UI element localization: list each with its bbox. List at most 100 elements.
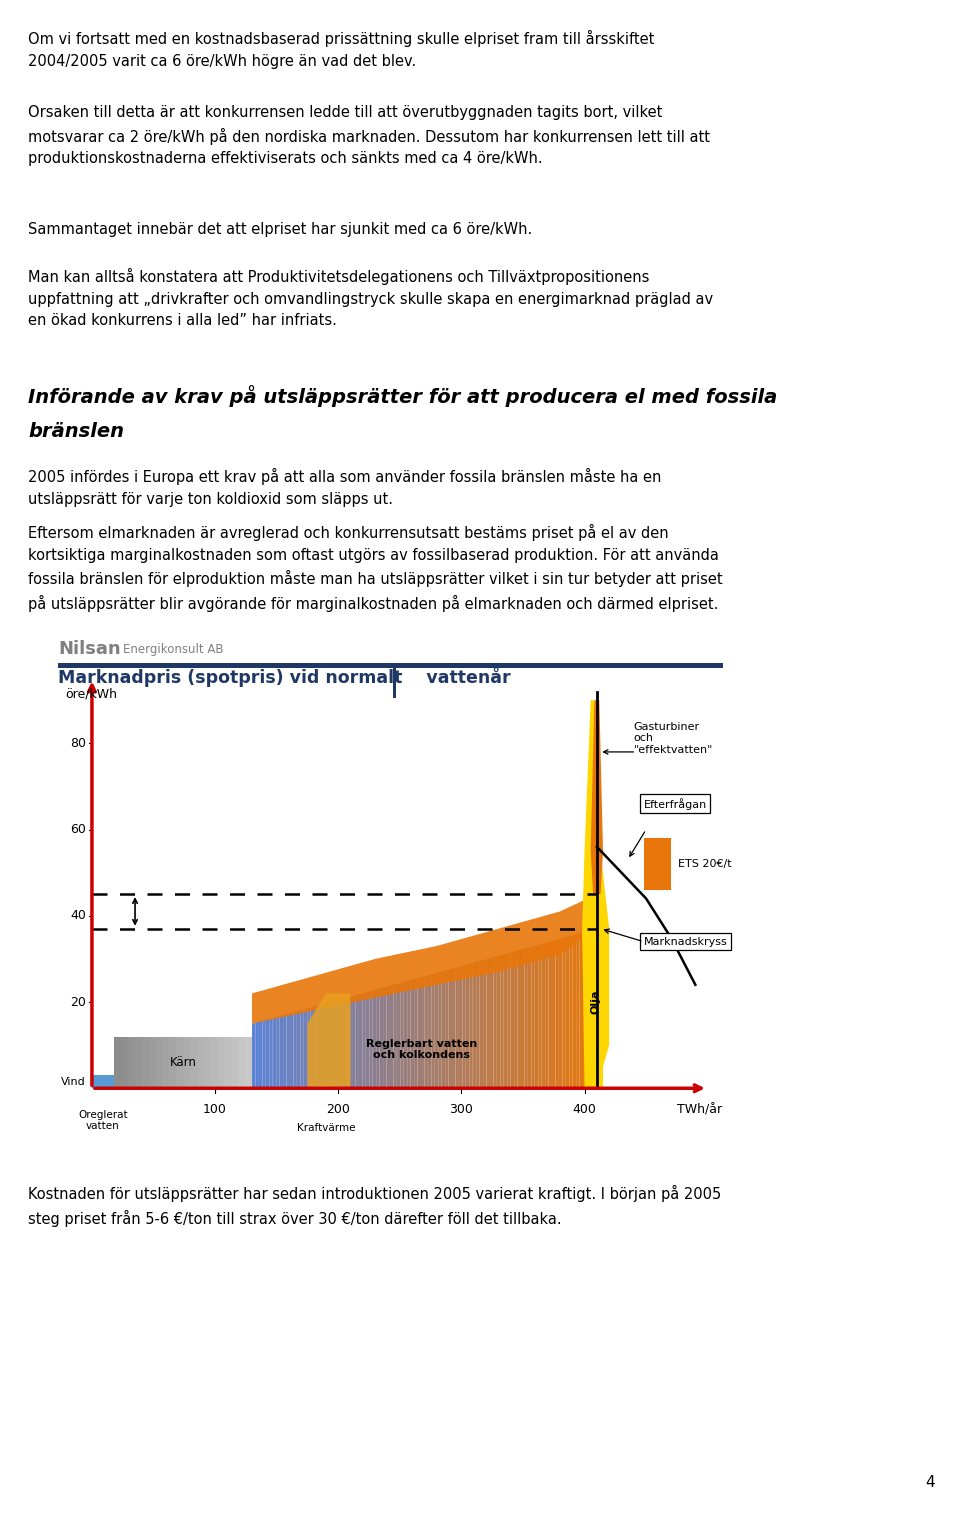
Polygon shape [376, 988, 379, 1088]
Text: 300: 300 [449, 1103, 473, 1117]
Polygon shape [290, 1012, 294, 1088]
Polygon shape [411, 979, 414, 1088]
Polygon shape [435, 973, 438, 1088]
Polygon shape [563, 938, 565, 1088]
Polygon shape [328, 1001, 331, 1088]
Polygon shape [283, 1014, 286, 1088]
Polygon shape [266, 1018, 269, 1088]
Polygon shape [583, 932, 587, 1088]
Polygon shape [414, 979, 418, 1088]
Text: Kraftvärme: Kraftvärme [297, 1123, 355, 1133]
Polygon shape [445, 970, 448, 1088]
Polygon shape [379, 988, 383, 1088]
Polygon shape [515, 950, 517, 1088]
Polygon shape [463, 965, 466, 1088]
Polygon shape [466, 964, 469, 1088]
Polygon shape [279, 1015, 283, 1088]
Polygon shape [438, 971, 442, 1088]
Polygon shape [342, 998, 346, 1088]
Polygon shape [421, 976, 424, 1088]
Polygon shape [372, 989, 376, 1088]
Polygon shape [394, 983, 396, 1088]
Text: 80: 80 [70, 736, 85, 750]
Polygon shape [190, 1036, 197, 1088]
Bar [393, 664, 396, 698]
Polygon shape [128, 1036, 134, 1088]
Text: Sammantaget innebär det att elpriset har sjunkit med ca 6 öre/kWh.: Sammantaget innebär det att elpriset har… [28, 223, 532, 236]
Text: Man kan alltså konstatera att Produktivitetsdelegationens och Tillväxtpropositio: Man kan alltså konstatera att Produktivi… [28, 268, 713, 329]
Polygon shape [169, 1036, 177, 1088]
Polygon shape [590, 700, 603, 894]
Polygon shape [262, 1020, 266, 1088]
Polygon shape [535, 945, 539, 1088]
Text: 40: 40 [70, 909, 85, 923]
Polygon shape [300, 1009, 303, 1088]
Text: Nilsan: Nilsan [58, 639, 121, 658]
Polygon shape [331, 1001, 335, 1088]
Polygon shape [521, 948, 524, 1088]
Text: Reglerbart vatten
och kolkondens: Reglerbart vatten och kolkondens [367, 1039, 478, 1060]
Polygon shape [511, 951, 515, 1088]
Polygon shape [294, 1011, 297, 1088]
Polygon shape [218, 1036, 225, 1088]
Polygon shape [580, 933, 583, 1088]
Polygon shape [548, 941, 552, 1088]
Polygon shape [493, 956, 497, 1088]
Polygon shape [390, 985, 394, 1088]
Bar [58, 664, 723, 668]
Text: Eftersom elmarknaden är avreglerad och konkurrensutsatt bestäms priset på el av : Eftersom elmarknaden är avreglerad och k… [28, 524, 723, 612]
Polygon shape [321, 1003, 324, 1088]
Text: Gasturbiner
och
"effektvatten": Gasturbiner och "effektvatten" [634, 721, 713, 754]
Text: 200: 200 [326, 1103, 350, 1117]
Polygon shape [149, 1036, 156, 1088]
Polygon shape [142, 1036, 149, 1088]
Polygon shape [307, 1007, 311, 1088]
Polygon shape [531, 945, 535, 1088]
Text: 60: 60 [70, 823, 85, 836]
Polygon shape [418, 977, 421, 1088]
Text: 400: 400 [572, 1103, 596, 1117]
Polygon shape [210, 1036, 218, 1088]
Text: TWh/år: TWh/år [677, 1103, 722, 1117]
Polygon shape [593, 929, 597, 1088]
Text: Energikonsult AB: Energikonsult AB [123, 642, 224, 656]
Polygon shape [352, 995, 355, 1088]
Polygon shape [346, 997, 348, 1088]
Polygon shape [507, 953, 511, 1088]
Text: 100: 100 [204, 1103, 227, 1117]
Polygon shape [318, 1004, 321, 1088]
Polygon shape [452, 968, 455, 1088]
Polygon shape [541, 942, 545, 1088]
Polygon shape [366, 991, 370, 1088]
Polygon shape [114, 1036, 121, 1088]
Polygon shape [396, 983, 400, 1088]
Polygon shape [252, 1023, 255, 1088]
Text: Oreglerat
vatten: Oreglerat vatten [78, 1110, 128, 1132]
Polygon shape [177, 1036, 183, 1088]
Polygon shape [225, 1036, 231, 1088]
Polygon shape [576, 933, 580, 1088]
Text: öre/kWh: öre/kWh [65, 688, 117, 700]
Polygon shape [238, 1036, 245, 1088]
Polygon shape [459, 965, 463, 1088]
Polygon shape [307, 994, 350, 1088]
Polygon shape [552, 941, 556, 1088]
Polygon shape [255, 1021, 259, 1088]
Text: Olja: Olja [590, 989, 601, 1014]
Polygon shape [539, 944, 541, 1088]
Polygon shape [204, 1036, 210, 1088]
Polygon shape [156, 1036, 162, 1088]
Polygon shape [442, 971, 445, 1088]
Polygon shape [490, 957, 493, 1088]
Polygon shape [348, 995, 352, 1088]
Polygon shape [431, 973, 435, 1088]
Polygon shape [407, 980, 411, 1088]
Polygon shape [383, 986, 387, 1088]
Polygon shape [355, 994, 359, 1088]
Polygon shape [472, 962, 476, 1088]
Text: Införande av krav på utsläppsrätter för att producera el med fossila: Införande av krav på utsläppsrätter för … [28, 385, 778, 408]
Polygon shape [424, 976, 428, 1088]
Text: Vind: Vind [61, 1077, 85, 1086]
Polygon shape [362, 992, 366, 1088]
Polygon shape [259, 1021, 262, 1088]
